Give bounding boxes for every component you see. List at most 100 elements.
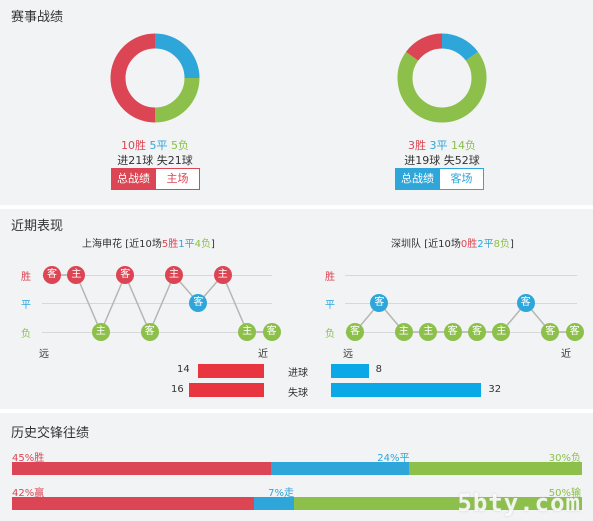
- right-draw-count: 3平: [429, 139, 448, 152]
- right-row-label-win: 胜: [325, 272, 335, 283]
- left-goals-line: 进21球 失21球: [55, 152, 255, 168]
- section-title: 历史交锋往绩: [11, 426, 90, 441]
- right-win-count: 3胜: [408, 139, 426, 152]
- left-form-dot[interactable]: 主: [165, 266, 183, 284]
- right-record-donut: [397, 33, 487, 123]
- right-row-label-draw: 平: [325, 300, 335, 311]
- h2h-result-segment-win: [12, 462, 272, 475]
- left-grid-line-win: [42, 275, 272, 276]
- left-loss-count: 5负: [171, 139, 189, 152]
- h2h-handicap-segment-loss: [294, 497, 582, 510]
- h2h-loss-label: 30%负: [548, 453, 581, 464]
- recent-form-panel: 近期表现 上海申花 [近10场5胜1平4负] 深圳队 [近10场0胜2平8负] …: [0, 209, 593, 409]
- h2h-result-segment-loss: [409, 462, 582, 475]
- left-form-loss: 4负: [194, 239, 211, 250]
- right-row-label-loss: 负: [325, 329, 335, 340]
- right-form-dot[interactable]: 主: [394, 323, 413, 341]
- left-form-dot[interactable]: 主: [238, 323, 257, 341]
- h2h-win-label: 45%胜: [12, 453, 45, 464]
- right-form-summary: 深圳队 [近10场0胜2平8负]: [391, 239, 514, 250]
- right-tab-overall[interactable]: 总战绩: [395, 168, 440, 190]
- right-form-draw: 2平: [477, 239, 494, 250]
- left-goals-for-value: 14: [177, 364, 190, 375]
- left-form-dot[interactable]: 客: [116, 266, 135, 284]
- right-form-dot[interactable]: 客: [346, 323, 364, 341]
- left-form-draw: 1平: [178, 239, 195, 250]
- right-form-line: [354, 301, 575, 333]
- left-form-dot[interactable]: 主: [67, 266, 86, 284]
- right-form-dot[interactable]: 客: [443, 323, 462, 341]
- h2h-handicap-segment-win: [12, 497, 254, 510]
- head-to-head-panel: 历史交锋往绩 45%胜 24%平 30%负 42%赢 7%走 50%输 5bty…: [0, 413, 593, 521]
- left-form-dot[interactable]: 客: [43, 266, 61, 284]
- left-form-dot[interactable]: 客: [140, 323, 159, 341]
- left-form-win: 5胜: [161, 239, 179, 250]
- right-donut-slice-win: [406, 33, 443, 62]
- h2h-handicap-segment-draw: [253, 497, 295, 510]
- right-form-dot[interactable]: 主: [419, 323, 438, 341]
- right-wdl-line: 3胜 3平 14负: [342, 137, 542, 153]
- left-record-donut: [110, 33, 200, 123]
- season-record-panel: 赛事战绩 10胜 5平 5负 进21球 失21球 总战绩 主场 3胜 3平 14…: [0, 0, 593, 205]
- h2h-result-segment-draw: [271, 462, 410, 475]
- left-win-count: 10胜: [121, 139, 146, 152]
- form-lines: [52, 273, 575, 334]
- left-tab-home[interactable]: 主场: [155, 168, 200, 190]
- right-team-name: 深圳队: [391, 239, 421, 250]
- right-goals-against: 失52球: [443, 154, 480, 167]
- left-donut-slice-draw: [154, 33, 200, 79]
- h2h-handicap-win-label: 42%赢: [12, 488, 45, 499]
- right-form-dot[interactable]: 客: [516, 294, 535, 312]
- left-form-dot[interactable]: 客: [189, 294, 208, 312]
- left-goals-against-value: 16: [171, 384, 184, 395]
- left-row-label-draw: 平: [21, 300, 31, 311]
- right-goals-for-value: 8: [375, 364, 382, 375]
- right-tab-away[interactable]: 客场: [439, 168, 484, 190]
- right-form-dot[interactable]: 客: [565, 323, 584, 341]
- right-goals-for: 进19球: [404, 154, 441, 167]
- h2h-handicap-push-label: 7%走: [268, 488, 294, 499]
- left-form-line: [52, 273, 272, 334]
- right-form-dot[interactable]: 客: [541, 323, 560, 341]
- left-goals-for-bar: [198, 364, 264, 378]
- right-goals-against-bar: [331, 383, 482, 397]
- right-grid-line-draw: [345, 303, 577, 304]
- right-goals-line: 进19球 失52球: [342, 152, 542, 168]
- left-wdl-line: 10胜 5平 5负: [55, 137, 255, 153]
- left-draw-count: 5平: [149, 139, 168, 152]
- left-goals-against-bar: [188, 383, 264, 397]
- right-far-label: 远: [343, 349, 353, 360]
- section-title: 近期表现: [11, 219, 64, 234]
- left-tab-overall[interactable]: 总战绩: [111, 168, 156, 190]
- left-row-label-win: 胜: [21, 272, 31, 283]
- right-goals-against-value: 32: [488, 384, 502, 395]
- right-form-dot[interactable]: 客: [468, 323, 486, 341]
- right-donut-slice-draw: [441, 33, 478, 62]
- left-near-label: 近: [258, 349, 268, 360]
- right-near-label: 近: [561, 349, 571, 360]
- goals-against-label: 失球: [288, 388, 308, 399]
- left-row-label-loss: 负: [21, 329, 31, 340]
- left-form-dot[interactable]: 主: [213, 266, 232, 284]
- left-donut-slice-win: [110, 33, 156, 123]
- left-form-dot[interactable]: 客: [262, 323, 281, 341]
- right-donut-slice-loss: [397, 51, 487, 123]
- left-goals-against: 失21球: [156, 154, 193, 167]
- section-title: 赛事战绩: [11, 10, 64, 25]
- goals-for-label: 进球: [288, 368, 308, 379]
- h2h-handicap-loss-label: 50%输: [548, 488, 581, 499]
- right-form-dot[interactable]: 客: [370, 294, 389, 312]
- left-goals-for: 进21球: [117, 154, 154, 167]
- h2h-draw-label: 24%平: [377, 453, 410, 464]
- left-form-summary: 上海申花 [近10场5胜1平4负]: [82, 239, 215, 250]
- watermark: 5bty.com: [457, 489, 581, 517]
- right-form-win: 0胜: [460, 239, 478, 250]
- left-team-name: 上海申花: [82, 239, 122, 250]
- right-form-dot[interactable]: 主: [492, 323, 511, 341]
- left-donut-slice-loss: [154, 77, 200, 123]
- right-loss-count: 14负: [451, 139, 476, 152]
- left-far-label: 远: [39, 349, 49, 360]
- right-form-loss: 8负: [493, 239, 510, 250]
- left-form-dot[interactable]: 主: [91, 323, 110, 341]
- left-grid-line-draw: [42, 303, 272, 304]
